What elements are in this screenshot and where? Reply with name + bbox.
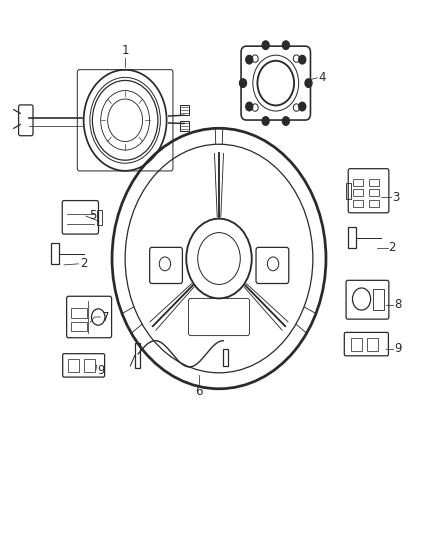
Bar	[353, 179, 363, 185]
Bar	[97, 210, 102, 224]
Text: 3: 3	[392, 191, 399, 204]
Circle shape	[283, 41, 290, 50]
Bar	[348, 227, 356, 248]
Text: 8: 8	[394, 298, 402, 311]
Bar	[180, 122, 189, 131]
Bar	[223, 349, 228, 366]
Bar	[68, 359, 79, 372]
Bar	[84, 359, 95, 372]
Bar	[71, 308, 87, 318]
Text: 2: 2	[388, 241, 395, 254]
Text: 2: 2	[80, 257, 88, 270]
Circle shape	[262, 117, 269, 125]
Circle shape	[240, 79, 247, 87]
Circle shape	[299, 102, 306, 111]
Bar	[367, 337, 378, 351]
Text: 1: 1	[121, 44, 129, 56]
Bar	[373, 289, 384, 310]
Bar	[353, 189, 363, 196]
Circle shape	[283, 117, 290, 125]
Circle shape	[246, 102, 253, 111]
Bar	[346, 183, 351, 199]
Bar	[369, 179, 379, 185]
Text: 6: 6	[196, 385, 203, 398]
Circle shape	[305, 79, 312, 87]
Text: 4: 4	[318, 71, 326, 84]
Circle shape	[246, 55, 253, 64]
Bar	[369, 189, 379, 196]
Bar	[71, 322, 87, 332]
Bar	[135, 343, 141, 368]
Text: 9: 9	[97, 364, 105, 377]
Text: 5: 5	[89, 209, 96, 222]
Bar	[351, 337, 362, 351]
Text: 7: 7	[102, 311, 109, 324]
Circle shape	[262, 41, 269, 50]
Text: 9: 9	[394, 342, 402, 356]
Bar	[51, 243, 59, 264]
Bar	[353, 200, 363, 207]
Bar	[180, 106, 189, 115]
Circle shape	[299, 55, 306, 64]
Bar	[369, 200, 379, 207]
